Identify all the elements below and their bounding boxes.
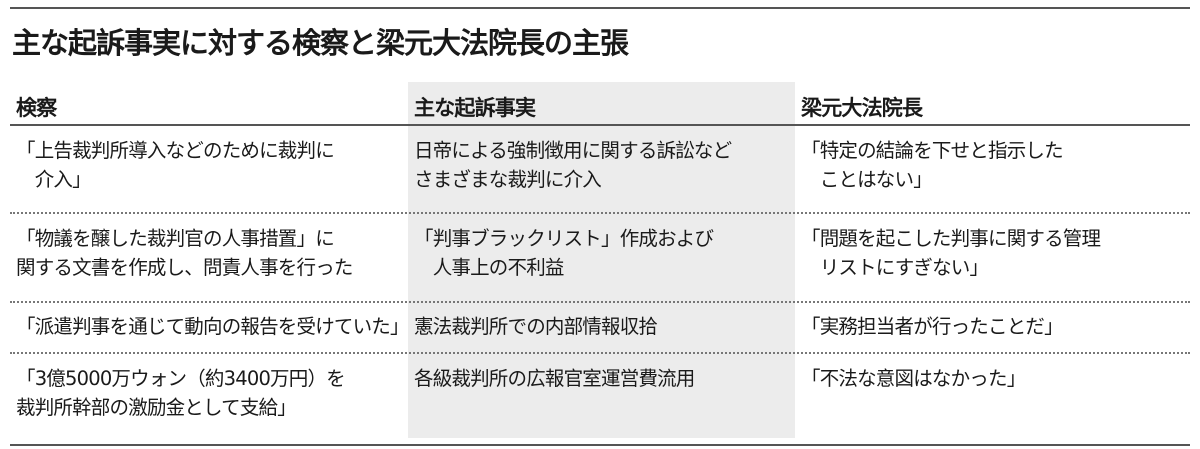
cell-line: 「3億5000万ウォン（約3400万円）を	[16, 367, 346, 390]
cell-line: 「特定の結論を下せと指示した	[801, 139, 1064, 162]
cell-charge: 憲法裁判所での内部情報収拾	[408, 303, 795, 352]
cell-prosecution: 「上告裁判所導入などのために裁判に 介入」	[10, 126, 408, 212]
cell-line: 「判事ブラックリスト」作成および	[414, 227, 714, 250]
cell-charge: 「判事ブラックリスト」作成および 人事上の不利益	[408, 214, 795, 301]
table-row: 「3億5000万ウォン（約3400万円）を 裁判所幹部の激励金として支給」 各級裁判…	[10, 354, 1190, 446]
table-row: 「物議を醸した裁判官の人事措置」に 関する文書を作成し、問責人事を行った 「判事ブラ…	[10, 214, 1190, 303]
cell-line: 裁判所幹部の激励金として支給」	[16, 396, 297, 419]
cell-line: 「物議を醸した裁判官の人事措置」に	[16, 227, 335, 250]
cell-line: 「上告裁判所導入などのために裁判に	[16, 139, 335, 162]
cell-line: ことはない」	[801, 168, 933, 191]
cell-line: 関する文書を作成し、問責人事を行った	[16, 256, 353, 279]
cell-line: 人事上の不利益	[414, 256, 565, 279]
cell-prosecution: 「3億5000万ウォン（約3400万円）を 裁判所幹部の激励金として支給」	[10, 354, 408, 444]
cell-prosecution: 「物議を醸した裁判官の人事措置」に 関する文書を作成し、問責人事を行った	[10, 214, 408, 301]
cell-line: 介入」	[16, 168, 92, 191]
cell-line: 「不法な意図はなかった」	[801, 367, 1026, 390]
cell-line: 「実務担当者が行ったことだ」	[801, 315, 1064, 338]
cell-line: 各級裁判所の広報官室運営費流用	[414, 367, 695, 390]
cell-line: 「派遣判事を通じて動向の報告を受けていた」	[16, 315, 410, 338]
header-charge: 主な起訴事実	[414, 95, 536, 120]
top-rule	[10, 7, 1190, 9]
cell-line: リストにすぎない」	[801, 256, 989, 279]
cell-line: 日帝による強制徴用に関する訴訟など	[414, 139, 732, 162]
cell-charge: 日帝による強制徴用に関する訴訟など さまざまな裁判に介入	[408, 126, 795, 212]
cell-defense: 「不法な意図はなかった」	[795, 354, 1190, 444]
cell-line: 「問題を起こした判事に関する管理	[801, 227, 1101, 250]
table-row: 「派遣判事を通じて動向の報告を受けていた」 憲法裁判所での内部情報収拾 「実務担当者…	[10, 303, 1190, 354]
cell-defense: 「問題を起こした判事に関する管理 リストにすぎない」	[795, 214, 1190, 301]
cell-defense: 「実務担当者が行ったことだ」	[795, 303, 1190, 352]
cell-charge: 各級裁判所の広報官室運営費流用	[408, 354, 795, 444]
cell-line: さまざまな裁判に介入	[414, 168, 602, 191]
table-row: 「上告裁判所導入などのために裁判に 介入」 日帝による強制徴用に関する訴訟など さま…	[10, 126, 1190, 214]
cell-defense: 「特定の結論を下せと指示した ことはない」	[795, 126, 1190, 212]
cell-prosecution: 「派遣判事を通じて動向の報告を受けていた」	[10, 303, 410, 352]
cell-line: 憲法裁判所での内部情報収拾	[414, 315, 658, 338]
table-header: 検察 主な起訴事実 梁元大法院長	[10, 82, 1190, 126]
header-defense: 梁元大法院長	[801, 95, 923, 120]
header-prosecution: 検察	[16, 95, 57, 120]
highlight-column	[408, 82, 795, 438]
page-title: 主な起訴事実に対する検察と梁元大法院長の主張	[12, 26, 629, 60]
comparison-table: 検察 主な起訴事実 梁元大法院長 「上告裁判所導入などのために裁判に 介入」 日帝…	[10, 82, 1190, 446]
